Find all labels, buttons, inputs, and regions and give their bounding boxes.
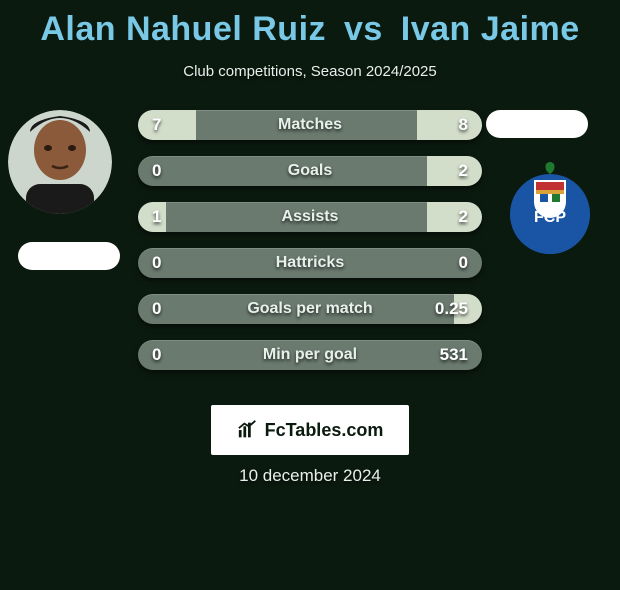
player2-club-crest: FCP xyxy=(498,156,602,260)
club-crest-icon: FCP xyxy=(498,156,602,260)
player1-avatar xyxy=(8,110,112,214)
stat-bars: 78Matches 02Goals 12Assists 00Hattricks 00.2… xyxy=(138,110,482,386)
player1-photo-icon xyxy=(8,110,112,214)
stat-label: Min per goal xyxy=(138,340,482,370)
stat-label: Goals per match xyxy=(138,294,482,324)
stat-row: 00.25Goals per match xyxy=(138,294,482,324)
footer-date: 10 december 2024 xyxy=(0,466,620,486)
player2-flag xyxy=(486,110,588,138)
vs-text: vs xyxy=(344,10,383,48)
stat-label: Assists xyxy=(138,202,482,232)
stat-row: 78Matches xyxy=(138,110,482,140)
player1-name: Alan Nahuel Ruiz xyxy=(40,10,326,48)
stat-row: 02Goals xyxy=(138,156,482,186)
player2-name: Ivan Jaime xyxy=(401,10,580,48)
player1-flag xyxy=(18,242,120,270)
chart-icon xyxy=(237,419,259,441)
stat-row: 00Hattricks xyxy=(138,248,482,278)
brand-text: FcTables.com xyxy=(265,420,384,441)
subtitle: Club competitions, Season 2024/2025 xyxy=(0,63,620,80)
stat-label: Goals xyxy=(138,156,482,186)
stat-row: 0531Min per goal xyxy=(138,340,482,370)
comparison-content: FCP 78Matches 02Goals 12Assists 00Hattricks… xyxy=(0,110,620,410)
stat-row: 12Assists xyxy=(138,202,482,232)
page-title: Alan Nahuel Ruiz vs Ivan Jaime xyxy=(0,10,620,49)
brand-badge[interactable]: FcTables.com xyxy=(211,405,409,455)
stat-label: Matches xyxy=(138,110,482,140)
stat-label: Hattricks xyxy=(138,248,482,278)
